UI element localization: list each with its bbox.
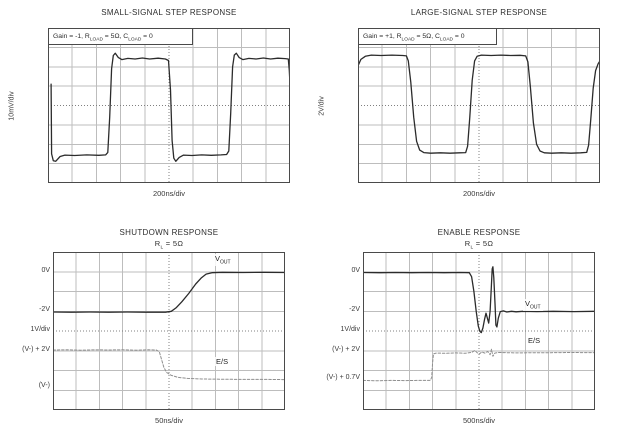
oscilloscope-plot [363, 252, 595, 410]
y-tick-label: 1V/div [30, 326, 50, 333]
chart-subtitle: RL = 5Ω [154, 239, 184, 251]
oscilloscope-plot [358, 28, 600, 183]
y-tick-label: (V-) [38, 382, 50, 390]
test-conditions-label: Gain = +1, RLOAD = 5Ω, CLOAD = 0 [358, 28, 497, 45]
trace-label-vout: VOUT [213, 254, 233, 266]
x-axis-label: 200ns/div [152, 189, 186, 198]
y-tick-label: (V-) + 2V [332, 345, 360, 353]
chart-title: ENABLE RESPONSE [437, 228, 521, 237]
test-conditions-label: Gain = -1, RLOAD = 5Ω, CLOAD = 0 [48, 28, 193, 45]
trace-label-es: E/S [214, 357, 231, 366]
x-axis-label: 50ns/div [155, 416, 183, 425]
x-axis-label: 200ns/div [462, 189, 496, 198]
oscilloscope-plot [53, 252, 285, 410]
y-axis-label: 2V/div [318, 95, 326, 116]
panel-shutdown-response: SHUTDOWN RESPONSE RL = 5Ω 0V -2V 1V/div … [0, 219, 310, 439]
chart-title: LARGE-SIGNAL STEP RESPONSE [410, 8, 548, 17]
trace-label-es: E/S [526, 336, 543, 345]
y-tick-label: 0V [351, 266, 360, 274]
y-tick-label: (V-) + 2V [22, 345, 50, 353]
y-tick-label: 1V/div [340, 326, 360, 333]
panel-enable-response: ENABLE RESPONSE RL = 5Ω 0V -2V 1V/div (V… [310, 219, 620, 439]
y-axis-label: 10mV/div [8, 90, 16, 121]
trace-label-vout: VOUT [523, 299, 543, 311]
y-tick-label: -2V [349, 306, 360, 314]
y-tick-label: 0V [41, 266, 50, 274]
oscilloscope-plot [48, 28, 290, 183]
y-tick-label: -2V [39, 306, 50, 314]
chart-title: SHUTDOWN RESPONSE [119, 228, 219, 237]
y-tick-label: (V-) + 0.7V [326, 374, 360, 382]
x-axis-label: 500ns/div [462, 416, 496, 425]
panel-large-signal-step-response: LARGE-SIGNAL STEP RESPONSE 2V/div Gain =… [310, 0, 620, 220]
chart-subtitle: RL = 5Ω [464, 239, 494, 251]
panel-small-signal-step-response: SMALL-SIGNAL STEP RESPONSE 10mV/div Gain… [0, 0, 310, 220]
chart-title: SMALL-SIGNAL STEP RESPONSE [101, 8, 237, 17]
